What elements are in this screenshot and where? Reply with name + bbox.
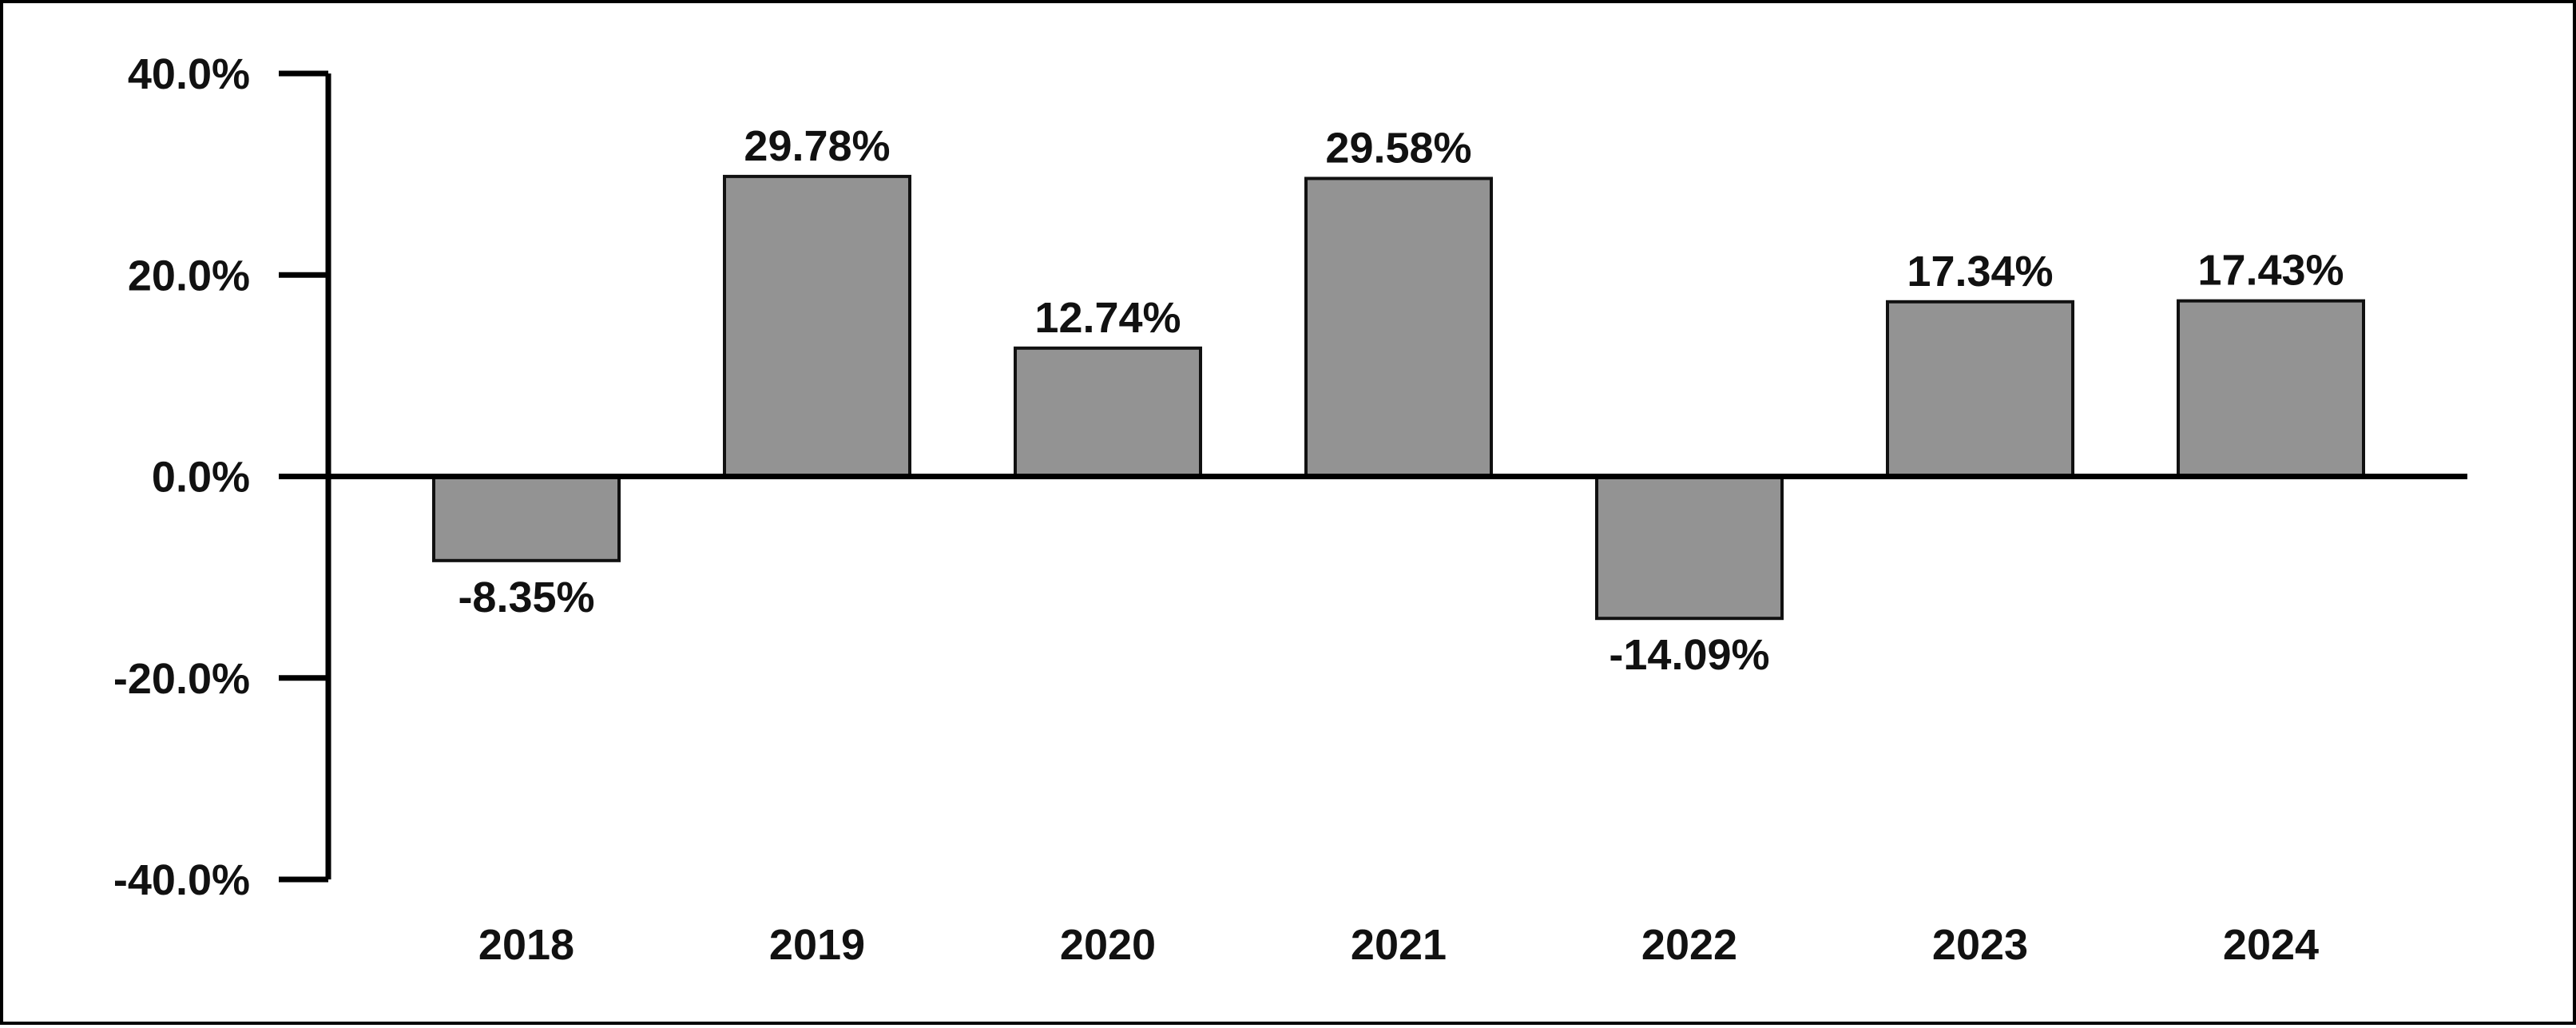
bar-2019 (723, 174, 911, 478)
bar-2018 (432, 474, 621, 562)
data-label-2019: 29.78% (744, 122, 890, 170)
x-tick-label: 2023 (1932, 921, 2028, 969)
y-axis: 40.0% 20.0% 0.0% -20.0% -40.0% (113, 50, 331, 904)
bar-2021 (1304, 177, 1493, 478)
data-label-2021: 29.58% (1325, 124, 1471, 172)
y-tick-label: 20.0% (128, 252, 250, 300)
data-label-2020: 12.74% (1034, 294, 1181, 342)
bar-2020 (1014, 346, 1202, 478)
x-tick-label: 2019 (769, 921, 865, 969)
y-tick-label: 40.0% (128, 50, 250, 98)
x-tick-label: 2022 (1641, 921, 1737, 969)
data-label-2024: 17.43% (2197, 247, 2344, 295)
data-labels: -8.35% 29.78% 12.74% 29.58% -14.09% 17.34% 17.… (458, 122, 2344, 679)
bar-chart: 40.0% 20.0% 0.0% -20.0% -40.0% -8.35% 29.78% 1… (113, 50, 2467, 969)
x-tick-label: 2024 (2223, 921, 2319, 969)
x-tick-label: 2021 (1351, 921, 1447, 969)
bar-2023 (1886, 300, 2074, 478)
x-tick-label: 2020 (1060, 921, 1156, 969)
x-axis-labels: 2018 2019 2020 2021 2022 2023 2024 (478, 921, 2319, 969)
y-tick-label: -20.0% (113, 655, 250, 703)
bar-2024 (2177, 299, 2365, 478)
data-label-2018: -8.35% (458, 574, 594, 621)
x-tick-label: 2018 (478, 921, 574, 969)
bar-2022 (1595, 474, 1784, 621)
data-label-2023: 17.34% (1907, 248, 2053, 296)
data-label-2022: -14.09% (1609, 631, 1769, 679)
bars (432, 174, 2365, 621)
y-tick-label: -40.0% (113, 856, 250, 904)
y-tick-label: 0.0% (152, 454, 250, 502)
